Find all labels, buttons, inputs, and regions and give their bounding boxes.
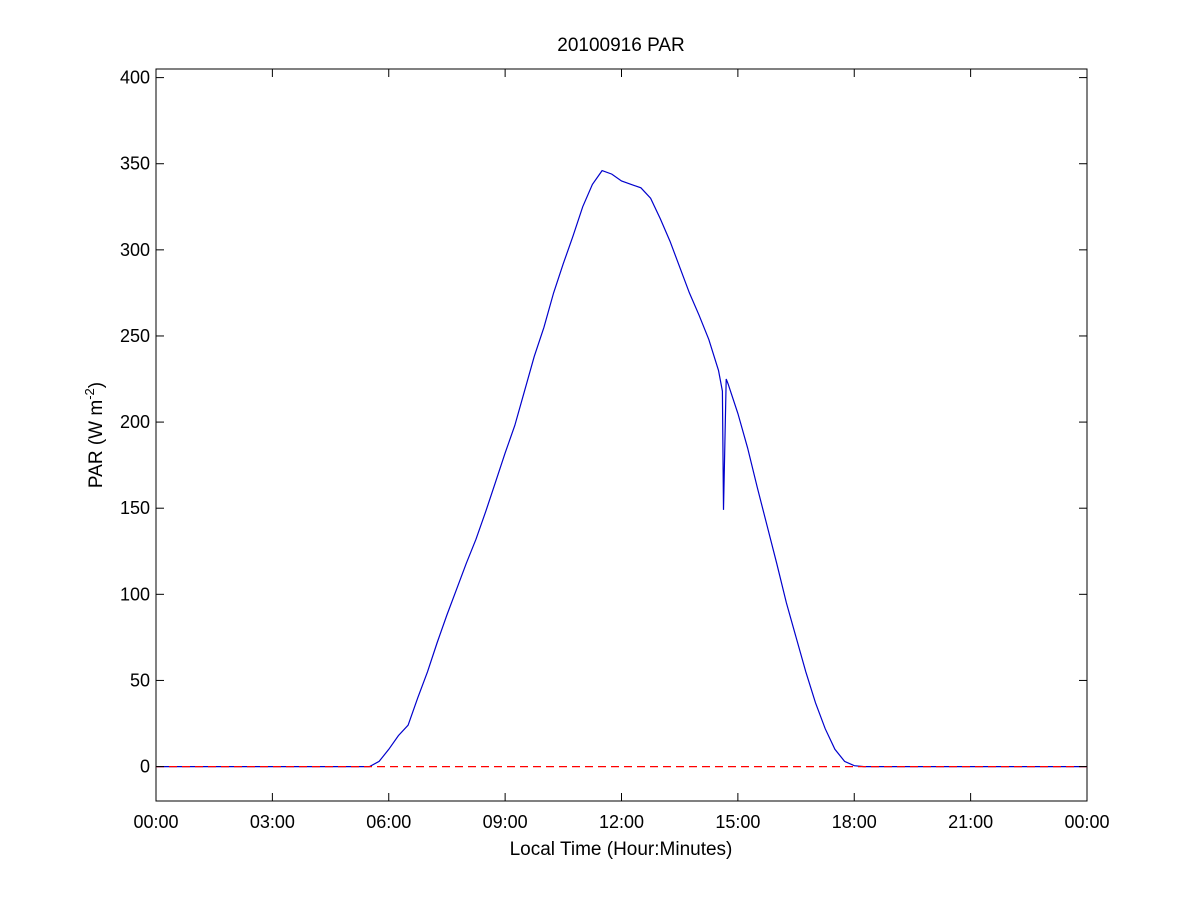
x-tick-label: 06:00 <box>366 812 411 832</box>
y-tick-label: 250 <box>120 326 150 346</box>
tick-layer: 00:00 03:00 06:00 09:00 12:00 15:00 18:00 21:00… <box>120 68 1110 832</box>
y-axis-title-sup: -2 <box>82 388 97 400</box>
y-tick-label: 50 <box>130 670 150 690</box>
y-tick-label: 300 <box>120 240 150 260</box>
y-tick-label: 350 <box>120 154 150 174</box>
x-tick-label: 21:00 <box>948 812 993 832</box>
y-tick-label: 200 <box>120 412 150 432</box>
x-axis-title: Local Time (Hour:Minutes) <box>510 839 733 860</box>
y-tick-label: 150 <box>120 498 150 518</box>
y-axis-title-main: PAR (W m <box>86 400 107 488</box>
x-tick-label: 12:00 <box>599 812 644 832</box>
y-tick-label: 0 <box>140 757 150 777</box>
y-axis-title-close: ) <box>86 382 107 388</box>
x-tick-label: 00:00 <box>1064 812 1109 832</box>
y-tick-label: 100 <box>120 584 150 604</box>
par-series-line <box>156 169 1087 768</box>
x-tick-label: 15:00 <box>715 812 760 832</box>
x-tick-label: 03:00 <box>250 812 295 832</box>
x-tick-label: 00:00 <box>133 812 178 832</box>
x-tick-label: 18:00 <box>832 812 877 832</box>
y-tick-label: 400 <box>120 68 150 88</box>
series-layer <box>156 169 1087 768</box>
x-tick-label: 09:00 <box>483 812 528 832</box>
plot-area <box>155 68 1088 802</box>
chart-title: 20100916 PAR <box>557 35 684 56</box>
y-axis-title: PAR (W m-2) <box>82 382 107 488</box>
